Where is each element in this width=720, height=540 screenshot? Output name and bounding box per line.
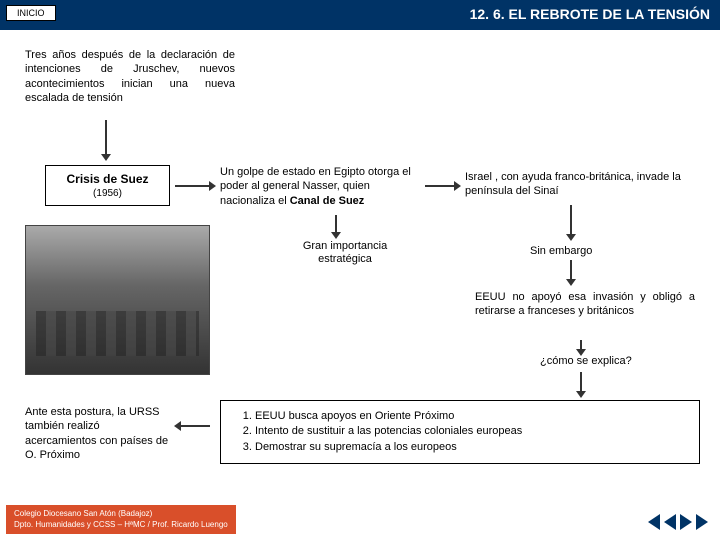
- eeuu-paragraph: EEUU no apoyó esa invasión y obligó a re…: [475, 290, 695, 319]
- historical-photo: [25, 225, 210, 375]
- list-item: Demostrar su supremacía a los europeos: [255, 440, 687, 455]
- list-item: EEUU busca apoyos en Oriente Próximo: [255, 409, 687, 424]
- arrow-down-icon: [570, 205, 572, 235]
- prev-button[interactable]: [664, 514, 676, 530]
- footer-line2: Dpto. Humanidades y CCSS – HªMC / Prof. …: [14, 520, 228, 530]
- arrow-down-icon: [335, 215, 337, 233]
- last-button[interactable]: [696, 514, 708, 530]
- como-explica-text: ¿cómo se explica?: [540, 355, 632, 367]
- footer-credit: Colegio Diocesano San Atón (Badajoz) Dpt…: [6, 505, 236, 534]
- israel-paragraph: Israel , con ayuda franco-británica, inv…: [465, 170, 695, 199]
- nav-controls: [648, 514, 708, 530]
- next-button[interactable]: [680, 514, 692, 530]
- arrow-down-icon: [570, 260, 572, 280]
- crisis-year: (1956): [50, 188, 165, 199]
- postura-paragraph: Ante esta postura, la URSS también reali…: [25, 405, 170, 462]
- header-bar: INICIO 12. 6. EL REBROTE DE LA TENSIÓN: [0, 0, 720, 30]
- canal-bold: Canal de Suez: [290, 195, 365, 207]
- arrow-down-icon: [580, 372, 582, 392]
- first-button[interactable]: [648, 514, 660, 530]
- footer-line1: Colegio Diocesano San Atón (Badajoz): [14, 509, 228, 519]
- nasser-paragraph: Un golpe de estado en Egipto otorga el p…: [220, 165, 420, 208]
- sinembargo-text: Sin embargo: [530, 245, 592, 257]
- inicio-button[interactable]: INICIO: [6, 5, 56, 21]
- intro-paragraph: Tres años después de la declaración de i…: [25, 48, 235, 105]
- arrow-left-icon: [180, 425, 210, 427]
- arrow-down-icon: [580, 340, 582, 350]
- importancia-text: Gran importancia estratégica: [285, 240, 405, 266]
- arrow-down-icon: [105, 120, 107, 155]
- crisis-box: Crisis de Suez (1956): [45, 165, 170, 206]
- arrow-right-icon: [425, 185, 455, 187]
- explanation-list: EEUU busca apoyos en Oriente Próximo Int…: [220, 400, 700, 464]
- arrow-right-icon: [175, 185, 210, 187]
- list-item: Intento de sustituir a las potencias col…: [255, 424, 687, 439]
- crisis-title: Crisis de Suez: [50, 172, 165, 186]
- page-title: 12. 6. EL REBROTE DE LA TENSIÓN: [470, 6, 710, 22]
